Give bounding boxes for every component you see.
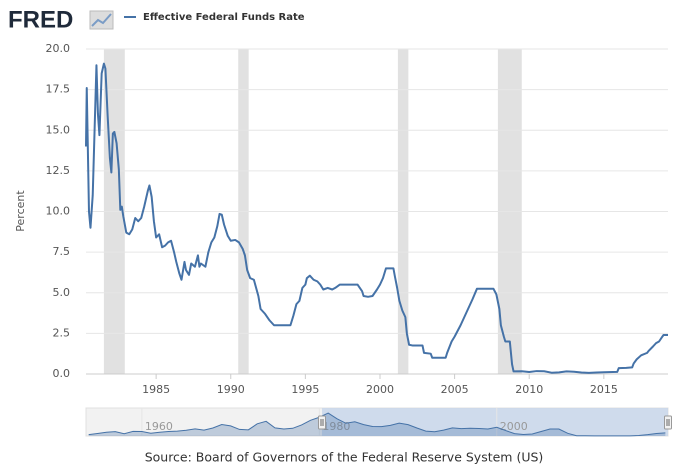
y-tick-label: 12.5 — [46, 164, 71, 177]
navigator-tick-label: 1960 — [145, 420, 173, 433]
series-line — [85, 62, 668, 374]
navigator-area — [88, 413, 666, 436]
x-tick-label: 2005 — [441, 383, 469, 396]
x-tick-label: 2000 — [366, 383, 394, 396]
y-tick-label: 15.0 — [46, 123, 71, 136]
y-tick-label: 2.5 — [53, 326, 71, 339]
y-axis-title: Percent — [14, 190, 27, 232]
y-tick-label: 0.0 — [53, 367, 71, 380]
y-tick-label: 5.0 — [53, 286, 71, 299]
y-tick-label: 17.5 — [46, 83, 71, 96]
x-tick-label: 1985 — [142, 383, 170, 396]
logo-icon — [89, 10, 114, 30]
x-tick-label: 1990 — [217, 383, 245, 396]
x-tick-label: 2010 — [515, 383, 543, 396]
x-tick-label: 2015 — [590, 383, 618, 396]
y-tick-label: 10.0 — [46, 205, 71, 218]
y-tick-label: 20.0 — [46, 42, 71, 55]
x-tick-label: 1995 — [291, 383, 319, 396]
navigator-selection — [321, 408, 668, 436]
navigator-tick-label: 1980 — [322, 420, 350, 433]
navigator-handle-body — [664, 415, 672, 430]
navigator-tick-label: 2000 — [500, 420, 528, 433]
navigator-handle[interactable] — [317, 415, 326, 430]
source: Source: Board of Governors of the Federa… — [145, 450, 544, 465]
navigator-line — [88, 412, 666, 437]
y-tick-label: 7.5 — [53, 245, 71, 258]
logo[interactable]: FRED — [8, 6, 73, 33]
navigator-handle-body — [317, 415, 326, 430]
navigator-handle[interactable] — [664, 415, 672, 430]
legend-label: Effective Federal Funds Rate — [143, 12, 305, 23]
